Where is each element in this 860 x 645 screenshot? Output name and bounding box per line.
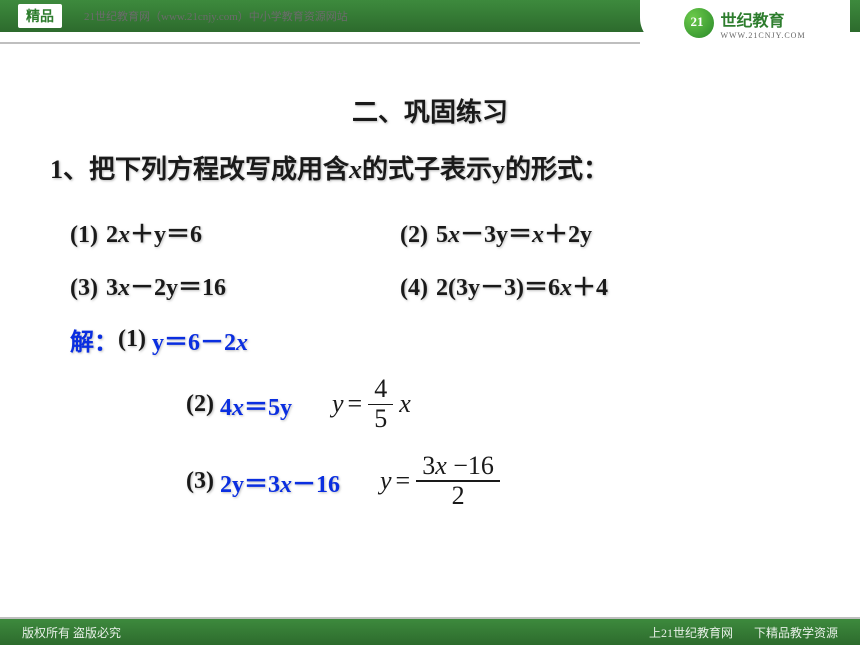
solution-1-step: y＝6－2x xyxy=(152,322,248,357)
slide-content: 二、巩固练习 1、把下列方程改写成用含x的式子表示y的形式： (1) 2x＋y＝… xyxy=(0,32,860,511)
header-separator xyxy=(0,42,640,44)
footer-links: 上21世纪教育网 下精品教学资源 xyxy=(631,624,838,641)
section-title: 二、巩固练习 xyxy=(50,92,810,129)
question-text: 1、把下列方程改写成用含x的式子表示y的形式： xyxy=(50,149,810,186)
solution-1: 解： (1) y＝6－2x xyxy=(70,322,810,357)
solution-3-step: 2y＝3x－16 xyxy=(220,464,340,499)
solution-2: (2) 4x＝5y y= 4 5 x xyxy=(70,375,810,434)
solution-3: (3) 2y＝3x－16 y= 3x −16 2 xyxy=(70,452,810,511)
equation-row-1: (1) 2x＋y＝6 (2) 5x－3y＝x＋2y xyxy=(50,214,810,249)
badge-premium: 精品 xyxy=(18,4,62,28)
solution-2-result: y= 4 5 x xyxy=(332,375,411,434)
logo-url: WWW.21CNJY.COM xyxy=(720,31,805,40)
footer-bar: 版权所有 盗版必究 上21世纪教育网 下精品教学资源 xyxy=(0,619,860,645)
equation-3: (3) 3x－2y＝16 xyxy=(50,267,380,302)
solution-block: 解： (1) y＝6－2x (2) 4x＝5y y= 4 5 x (3) 2y＝… xyxy=(50,322,810,511)
solution-2-step: 4x＝5y xyxy=(220,387,292,422)
equation-2: (2) 5x－3y＝x＋2y xyxy=(380,214,592,249)
solution-label: 解： xyxy=(70,322,118,357)
site-description: 21世纪教育网（www.21cnjy.com）中小学教育资源网站 xyxy=(84,8,348,24)
logo-area: 世纪教育 WWW.21CNJY.COM xyxy=(640,0,850,46)
equation-1: (1) 2x＋y＝6 xyxy=(50,214,380,249)
copyright-text: 版权所有 盗版必究 xyxy=(22,624,121,641)
logo-icon xyxy=(684,8,714,38)
equation-4: (4) 2(3y－3)＝6x＋4 xyxy=(380,267,608,302)
logo-text: 世纪教育 xyxy=(720,7,805,31)
solution-3-result: y= 3x −16 2 xyxy=(380,452,506,511)
equation-row-2: (3) 3x－2y＝16 (4) 2(3y－3)＝6x＋4 xyxy=(50,267,810,302)
